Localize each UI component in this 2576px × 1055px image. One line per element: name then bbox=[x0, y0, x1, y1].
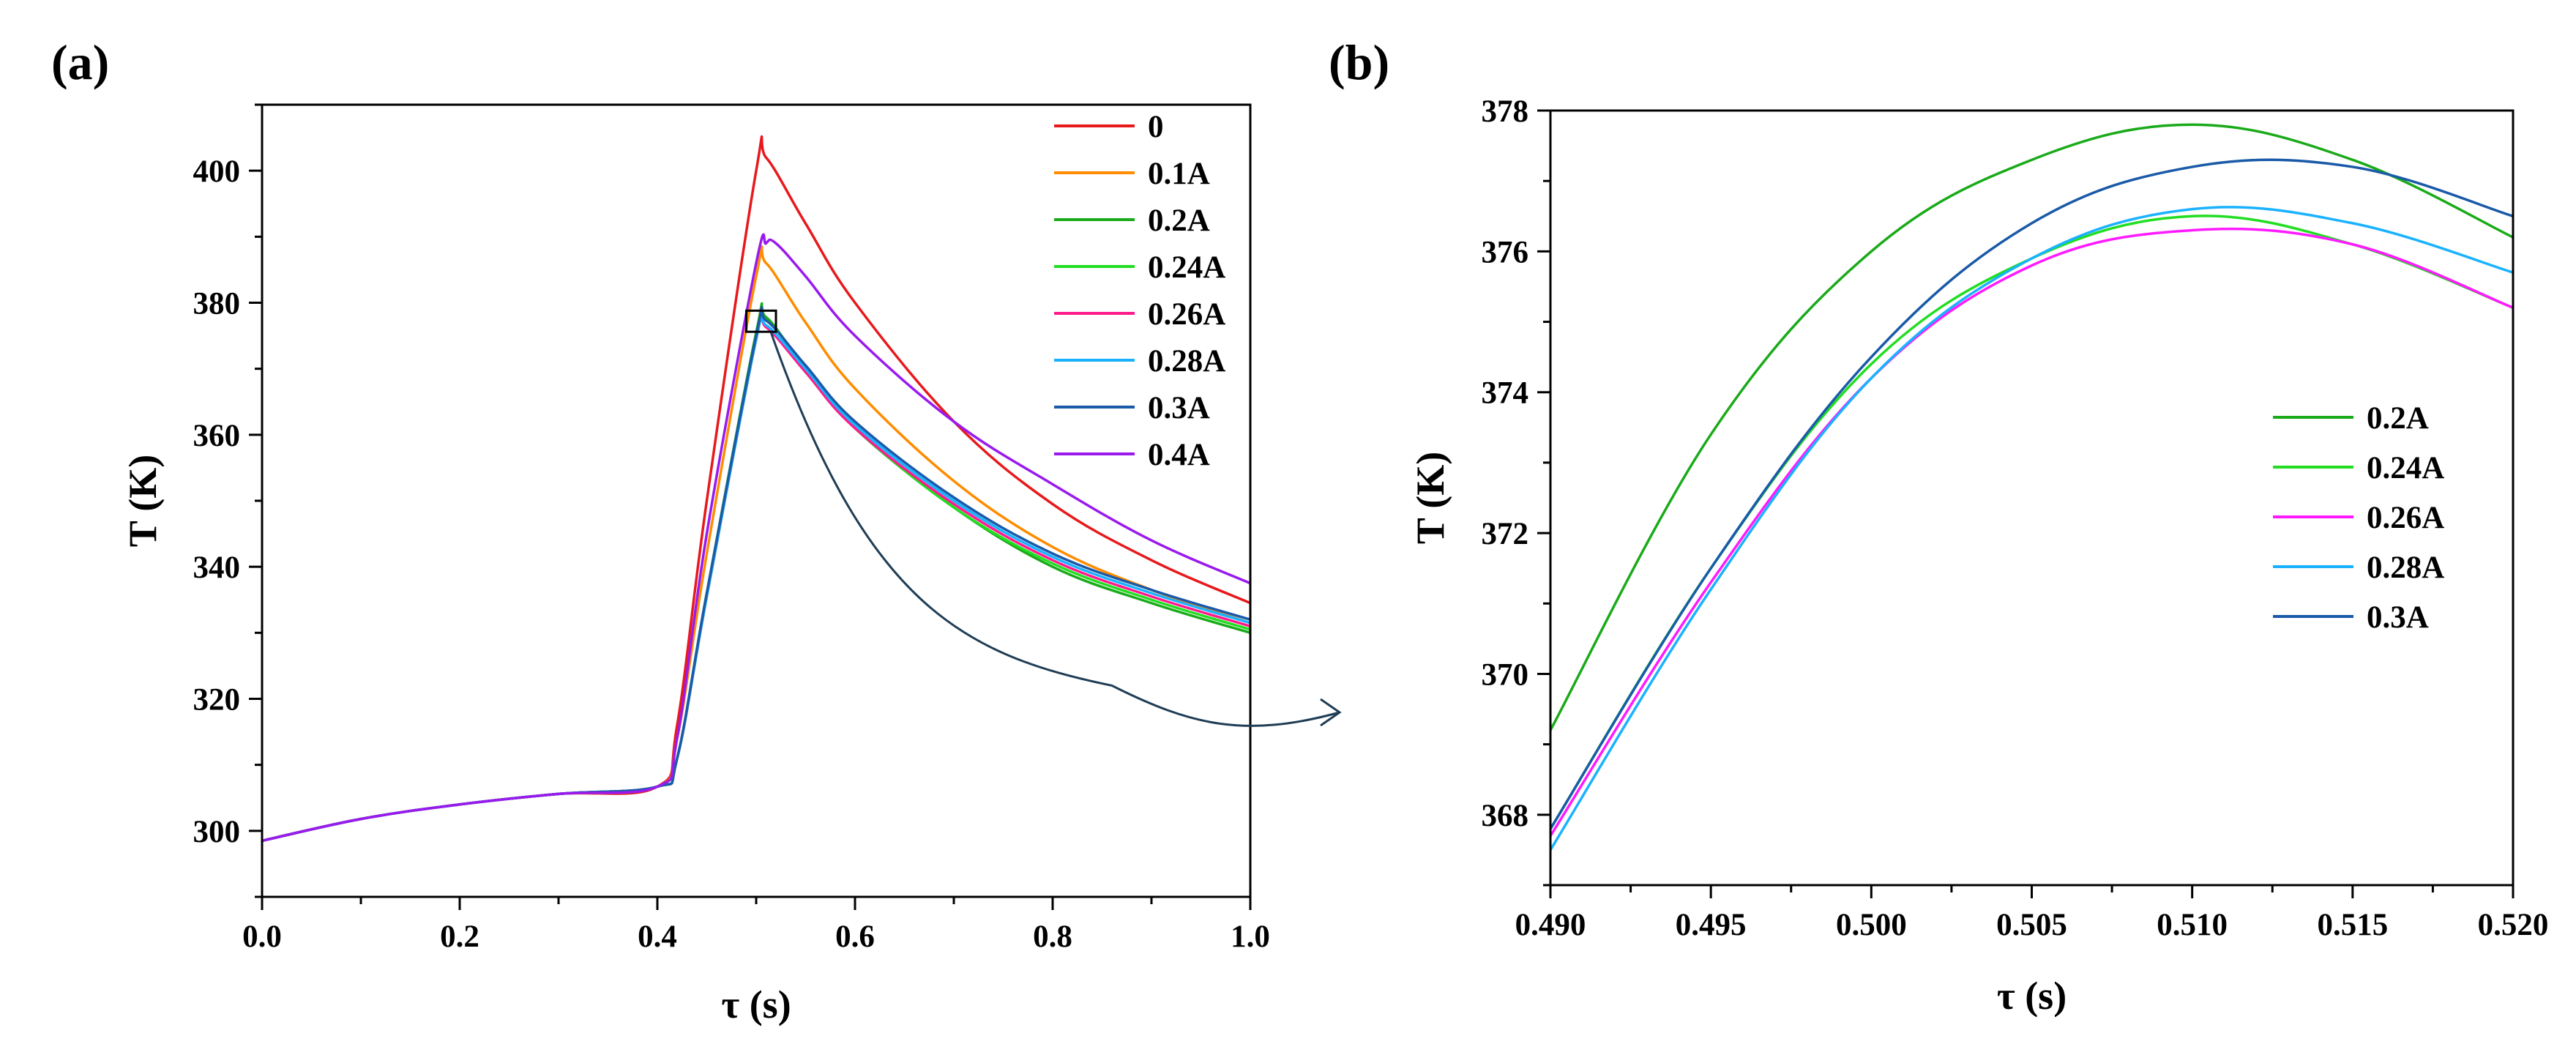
x-tick-label: 0.515 bbox=[2317, 908, 2388, 942]
legend-label-0.28A: 0.28A bbox=[1148, 344, 1225, 379]
series-line-0.28A bbox=[1550, 206, 2513, 851]
x-tick-label: 0.505 bbox=[1996, 908, 2067, 942]
y-tick-label: 376 bbox=[1482, 235, 1529, 269]
y-tick-label: 372 bbox=[1482, 517, 1529, 551]
legend: 0 0.1A 0.2A 0.24A 0.26A 0.28A 0.3A 0.4A bbox=[1054, 110, 1225, 472]
x-tick-label: 0.6 bbox=[835, 920, 875, 954]
y-tick-label: 374 bbox=[1482, 376, 1529, 411]
legend-label-0.26A: 0.26A bbox=[1148, 297, 1225, 332]
zoom-annotation bbox=[745, 309, 1342, 727]
zoom-arrow-head bbox=[1320, 698, 1342, 727]
series-line-0.2A bbox=[1550, 123, 2513, 731]
legend-label-0.4A: 0.4A bbox=[1148, 438, 1210, 472]
series-group bbox=[262, 135, 1250, 843]
y-tick-label: 360 bbox=[193, 419, 241, 453]
x-tick-label: 0.2 bbox=[440, 920, 479, 954]
y-axis-title: T (K) bbox=[121, 455, 165, 548]
legend-label-0.2A: 0.2A bbox=[2367, 401, 2429, 436]
legend: 0.2A 0.24A 0.26A 0.28A 0.3A bbox=[2273, 401, 2444, 635]
legend-label-0.2A: 0.2A bbox=[1148, 204, 1210, 238]
y-axis-title: T (K) bbox=[1408, 452, 1452, 545]
y-tick-label: 380 bbox=[193, 287, 241, 321]
legend-label-0.28A: 0.28A bbox=[2367, 551, 2444, 585]
x-axis-title: τ (s) bbox=[1997, 974, 2067, 1018]
x-tick-label: 0.520 bbox=[2478, 908, 2549, 942]
series-group bbox=[1550, 123, 2513, 851]
legend-label-0: 0 bbox=[1148, 110, 1164, 144]
x-tick-label: 0.4 bbox=[638, 920, 677, 954]
series-line-0.26A bbox=[1550, 227, 2513, 837]
legend-label-0.26A: 0.26A bbox=[2367, 501, 2444, 535]
chart-b: 0.490 0.495 0.500 0.505 0.510 0.515 0.520 368 37… bbox=[1408, 94, 2548, 1018]
legend-label-0.24A: 0.24A bbox=[2367, 451, 2444, 485]
x-axis-title: τ (s) bbox=[721, 983, 791, 1026]
x-tick-label: 0.0 bbox=[242, 920, 282, 954]
x-tick-label: 0.510 bbox=[2157, 908, 2228, 942]
y-tick-label: 320 bbox=[193, 683, 241, 717]
y-tick-label: 340 bbox=[193, 551, 241, 585]
legend-label-0.1A: 0.1A bbox=[1148, 157, 1210, 191]
series-line-0.3A bbox=[1550, 158, 2513, 830]
y-tick-label: 300 bbox=[193, 815, 241, 849]
x-tick-label: 0.8 bbox=[1033, 920, 1072, 954]
legend-label-0.24A: 0.24A bbox=[1148, 250, 1225, 285]
y-tick-label: 368 bbox=[1482, 799, 1529, 833]
x-tick-label: 0.495 bbox=[1676, 908, 1747, 942]
x-tick-label: 1.0 bbox=[1231, 920, 1270, 954]
x-tick-label: 0.490 bbox=[1515, 908, 1586, 942]
panel-label-a: (a) bbox=[51, 34, 109, 90]
y-tick-label: 400 bbox=[193, 154, 241, 189]
zoom-arrow-line bbox=[769, 332, 1340, 727]
chart-a: 0.0 0.2 0.4 0.6 0.8 1.0 300 320 340 360 380 400 τ (s… bbox=[121, 103, 1270, 1026]
series-line-0.4A bbox=[262, 233, 1250, 843]
y-tick-label: 378 bbox=[1482, 94, 1529, 129]
legend-label-0.3A: 0.3A bbox=[1148, 391, 1210, 425]
zoom-box bbox=[745, 309, 777, 333]
y-tick-label: 370 bbox=[1482, 657, 1529, 692]
panel-label-b: (b) bbox=[1329, 34, 1389, 90]
legend-label-0.3A: 0.3A bbox=[2367, 600, 2429, 635]
x-tick-label: 0.500 bbox=[1836, 908, 1907, 942]
